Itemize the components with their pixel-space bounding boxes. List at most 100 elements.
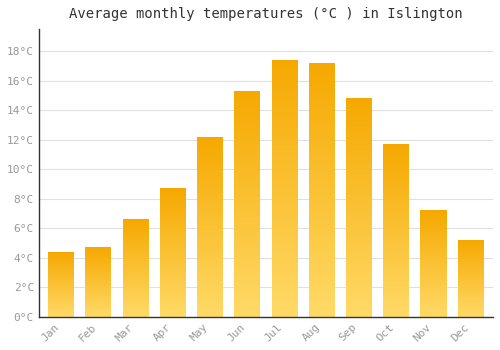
Bar (122, 237, 148, 238)
Bar (346, 271, 372, 273)
Bar (346, 190, 372, 192)
Bar (383, 293, 409, 294)
Bar (48, 274, 74, 275)
Bar (197, 202, 223, 203)
Bar (160, 234, 186, 236)
Bar (346, 159, 372, 162)
Bar (346, 125, 372, 127)
Bar (420, 262, 446, 264)
Bar (160, 255, 186, 257)
Bar (122, 289, 148, 290)
Bar (122, 225, 148, 226)
Bar (122, 293, 148, 294)
Bar (160, 229, 186, 231)
Bar (308, 114, 335, 116)
Bar (234, 281, 260, 283)
Bar (272, 170, 297, 173)
Bar (122, 243, 148, 244)
Bar (458, 264, 483, 265)
Bar (383, 308, 409, 310)
Bar (458, 284, 483, 285)
Bar (160, 258, 186, 259)
Bar (346, 306, 372, 308)
Bar (234, 236, 260, 238)
Bar (458, 287, 483, 288)
Bar (234, 274, 260, 276)
Bar (308, 65, 335, 68)
Bar (160, 197, 186, 199)
Bar (346, 181, 372, 184)
Bar (458, 296, 483, 297)
Bar (420, 273, 446, 274)
Bar (272, 91, 297, 93)
Bar (48, 259, 74, 260)
Bar (160, 278, 186, 280)
Bar (346, 290, 372, 293)
Bar (234, 222, 260, 224)
Bar (122, 226, 148, 227)
Bar (86, 285, 112, 286)
Bar (86, 272, 112, 273)
Bar (383, 211, 409, 213)
Bar (272, 60, 297, 63)
Bar (197, 236, 223, 238)
Bar (420, 267, 446, 268)
Bar (346, 277, 372, 280)
Bar (197, 257, 223, 259)
Bar (272, 117, 297, 119)
Bar (308, 205, 335, 208)
Bar (383, 178, 409, 180)
Bar (160, 211, 186, 213)
Bar (272, 294, 297, 296)
Bar (48, 291, 74, 292)
Bar (86, 303, 112, 304)
Bar (420, 292, 446, 293)
Bar (160, 304, 186, 305)
Bar (420, 279, 446, 281)
Bar (383, 153, 409, 154)
Bar (160, 313, 186, 314)
Bar (308, 312, 335, 314)
Bar (160, 291, 186, 292)
Bar (86, 308, 112, 309)
Bar (86, 296, 112, 297)
Bar (197, 266, 223, 268)
Bar (420, 312, 446, 313)
Bar (346, 138, 372, 140)
Bar (122, 222, 148, 223)
Bar (234, 231, 260, 233)
Bar (383, 298, 409, 300)
Bar (160, 272, 186, 273)
Bar (458, 243, 483, 244)
Bar (383, 197, 409, 199)
Bar (86, 256, 112, 257)
Bar (383, 273, 409, 275)
Bar (234, 179, 260, 181)
Bar (383, 229, 409, 231)
Bar (346, 295, 372, 297)
Bar (383, 268, 409, 270)
Bar (48, 268, 74, 269)
Bar (86, 275, 112, 276)
Bar (458, 246, 483, 247)
Bar (160, 205, 186, 206)
Bar (308, 225, 335, 228)
Bar (383, 263, 409, 265)
Bar (48, 274, 74, 275)
Bar (420, 288, 446, 289)
Bar (272, 304, 297, 307)
Bar (346, 218, 372, 221)
Bar (122, 252, 148, 253)
Bar (272, 62, 297, 65)
Bar (308, 223, 335, 225)
Bar (160, 244, 186, 245)
Bar (234, 226, 260, 229)
Bar (383, 277, 409, 279)
Bar (308, 273, 335, 276)
Bar (272, 188, 297, 191)
Bar (308, 101, 335, 104)
Bar (160, 251, 186, 253)
Bar (234, 102, 260, 105)
Bar (383, 306, 409, 308)
Bar (420, 270, 446, 271)
